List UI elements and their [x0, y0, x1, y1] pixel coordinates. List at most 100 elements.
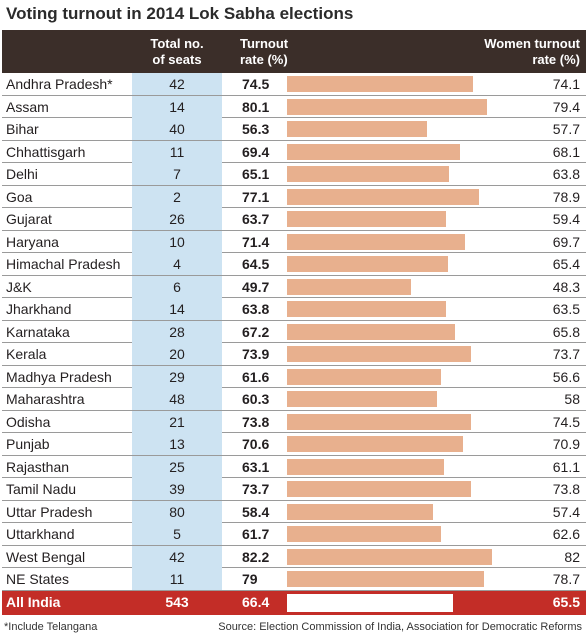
- women-turnout-cell: 68.1: [552, 143, 580, 160]
- header-seats: Total no. of seats: [132, 36, 222, 68]
- seats-cell: 2: [132, 185, 222, 208]
- women-turnout-cell: 82: [564, 548, 580, 565]
- table-row: Haryana 10 71.4 69.7: [2, 230, 586, 253]
- seats-cell: 20: [132, 343, 222, 365]
- table-body: Andhra Pradesh* 42 74.5 74.1 Assam 14 80.1 79.4…: [2, 73, 586, 615]
- state-cell: Karnataka: [6, 323, 70, 340]
- turnout-cell: 58.4: [242, 503, 270, 520]
- table-row: Rajasthan 25 63.1 61.1: [2, 455, 586, 478]
- table-row: J&K 6 49.7 48.3: [2, 275, 586, 298]
- table-row: Assam 14 80.1 79.4: [2, 95, 586, 118]
- turnout-bar: [287, 413, 472, 430]
- turnout-cell: 60.3: [242, 391, 270, 407]
- header-seats-line2: of seats: [152, 52, 202, 67]
- table-row: Jharkhand 14 63.8 63.5: [2, 298, 586, 321]
- turnout-cell: 74.5: [242, 76, 270, 92]
- women-turnout-cell: 70.9: [552, 436, 580, 452]
- header-turnout: Turnout rate (%): [240, 36, 288, 68]
- state-cell: Punjab: [6, 436, 50, 452]
- turnout-bar: [287, 436, 464, 452]
- women-turnout-cell: 65.4: [552, 256, 580, 272]
- chart-title: Voting turnout in 2014 Lok Sabha electio…: [6, 4, 354, 23]
- turnout-cell: 71.4: [242, 233, 270, 250]
- women-turnout-cell: 69.7: [552, 233, 580, 250]
- state-cell: West Bengal: [6, 548, 86, 565]
- state-cell: Maharashtra: [6, 391, 85, 407]
- state-cell: Kerala: [6, 346, 47, 362]
- seats-cell: 14: [132, 95, 222, 118]
- women-turnout-cell: 73.7: [552, 346, 580, 362]
- turnout-cell: 73.7: [242, 481, 270, 497]
- seats-cell: 40: [132, 118, 222, 140]
- seats-cell: 11: [132, 568, 222, 590]
- seats-cell: 42: [132, 545, 222, 568]
- seats-cell: 5: [132, 523, 222, 545]
- seats-cell: 48: [132, 388, 222, 410]
- women-turnout-cell: 65.5: [552, 593, 580, 610]
- state-cell: J&K: [6, 278, 32, 295]
- turnout-cell: 61.7: [242, 526, 270, 542]
- header-turnout-line2: rate (%): [240, 52, 288, 67]
- turnout-cell: 69.4: [242, 143, 270, 160]
- seats-cell: 80: [132, 500, 222, 523]
- state-cell: Goa: [6, 188, 33, 205]
- state-cell: Tamil Nadu: [6, 481, 77, 497]
- women-turnout-cell: 56.6: [552, 368, 580, 385]
- women-turnout-cell: 65.8: [552, 323, 580, 340]
- state-cell: Himachal Pradesh: [6, 256, 121, 272]
- turnout-cell: 56.3: [242, 121, 270, 137]
- state-cell: Delhi: [6, 166, 38, 182]
- table-row: Gujarat 26 63.7 59.4: [2, 208, 586, 231]
- turnout-bar: [287, 98, 487, 115]
- table-row: Uttar Pradesh 80 58.4 57.4: [2, 500, 586, 523]
- state-cell: Uttarkhand: [6, 526, 75, 542]
- turnout-bar: [287, 188, 480, 205]
- table-row: Himachal Pradesh 4 64.5 65.4: [2, 253, 586, 276]
- header-seats-line1: Total no.: [150, 36, 204, 51]
- footnote: *Include Telangana: [4, 621, 98, 633]
- turnout-bar: [287, 503, 433, 520]
- turnout-cell: 67.2: [242, 323, 270, 340]
- turnout-bar: [287, 233, 466, 250]
- turnout-bar: [287, 323, 455, 340]
- state-cell: Assam: [6, 98, 49, 115]
- state-cell: Madhya Pradesh: [6, 368, 112, 385]
- turnout-cell: 77.1: [242, 188, 270, 205]
- table-row: Goa 2 77.1 78.9: [2, 185, 586, 208]
- seats-cell: 10: [132, 230, 222, 253]
- seats-cell: 28: [132, 320, 222, 343]
- turnout-bar: [287, 346, 472, 362]
- women-turnout-cell: 78.7: [552, 571, 580, 587]
- turnout-cell: 80.1: [242, 98, 270, 115]
- state-cell: Andhra Pradesh*: [6, 76, 113, 92]
- total-turnout-bar: [287, 593, 453, 612]
- turnout-cell: 63.8: [242, 301, 270, 317]
- table-row: Punjab 13 70.6 70.9: [2, 433, 586, 456]
- turnout-cell: 73.8: [242, 413, 270, 430]
- seats-cell: 7: [132, 163, 222, 185]
- turnout-cell: 63.7: [242, 211, 270, 227]
- turnout-table: Total no. of seats Turnout rate (%) Wome…: [2, 30, 586, 615]
- turnout-bar: [287, 548, 492, 565]
- seats-cell: 14: [132, 298, 222, 320]
- header-turnout-line1: Turnout: [240, 36, 289, 51]
- women-turnout-cell: 61.1: [552, 458, 580, 475]
- source-note: Source: Election Commission of India, As…: [218, 621, 582, 633]
- state-cell: Uttar Pradesh: [6, 503, 93, 520]
- turnout-cell: 49.7: [242, 278, 270, 295]
- state-cell: Gujarat: [6, 211, 52, 227]
- women-turnout-cell: 74.1: [552, 76, 580, 92]
- table-row: West Bengal 42 82.2 82: [2, 545, 586, 568]
- table-row: Karnataka 28 67.2 65.8: [2, 320, 586, 343]
- seats-cell: 42: [132, 73, 222, 95]
- state-cell: Chhattisgarh: [6, 143, 86, 160]
- women-turnout-cell: 58: [564, 391, 580, 407]
- women-turnout-cell: 63.8: [552, 166, 580, 182]
- turnout-cell: 64.5: [242, 256, 270, 272]
- turnout-cell: 82.2: [242, 548, 270, 565]
- table-row: Bihar 40 56.3 57.7: [2, 118, 586, 141]
- header-women: Women turnout rate (%): [484, 36, 580, 68]
- seats-cell: 21: [132, 410, 222, 433]
- turnout-bar: [287, 76, 473, 92]
- turnout-cell: 66.4: [242, 593, 270, 610]
